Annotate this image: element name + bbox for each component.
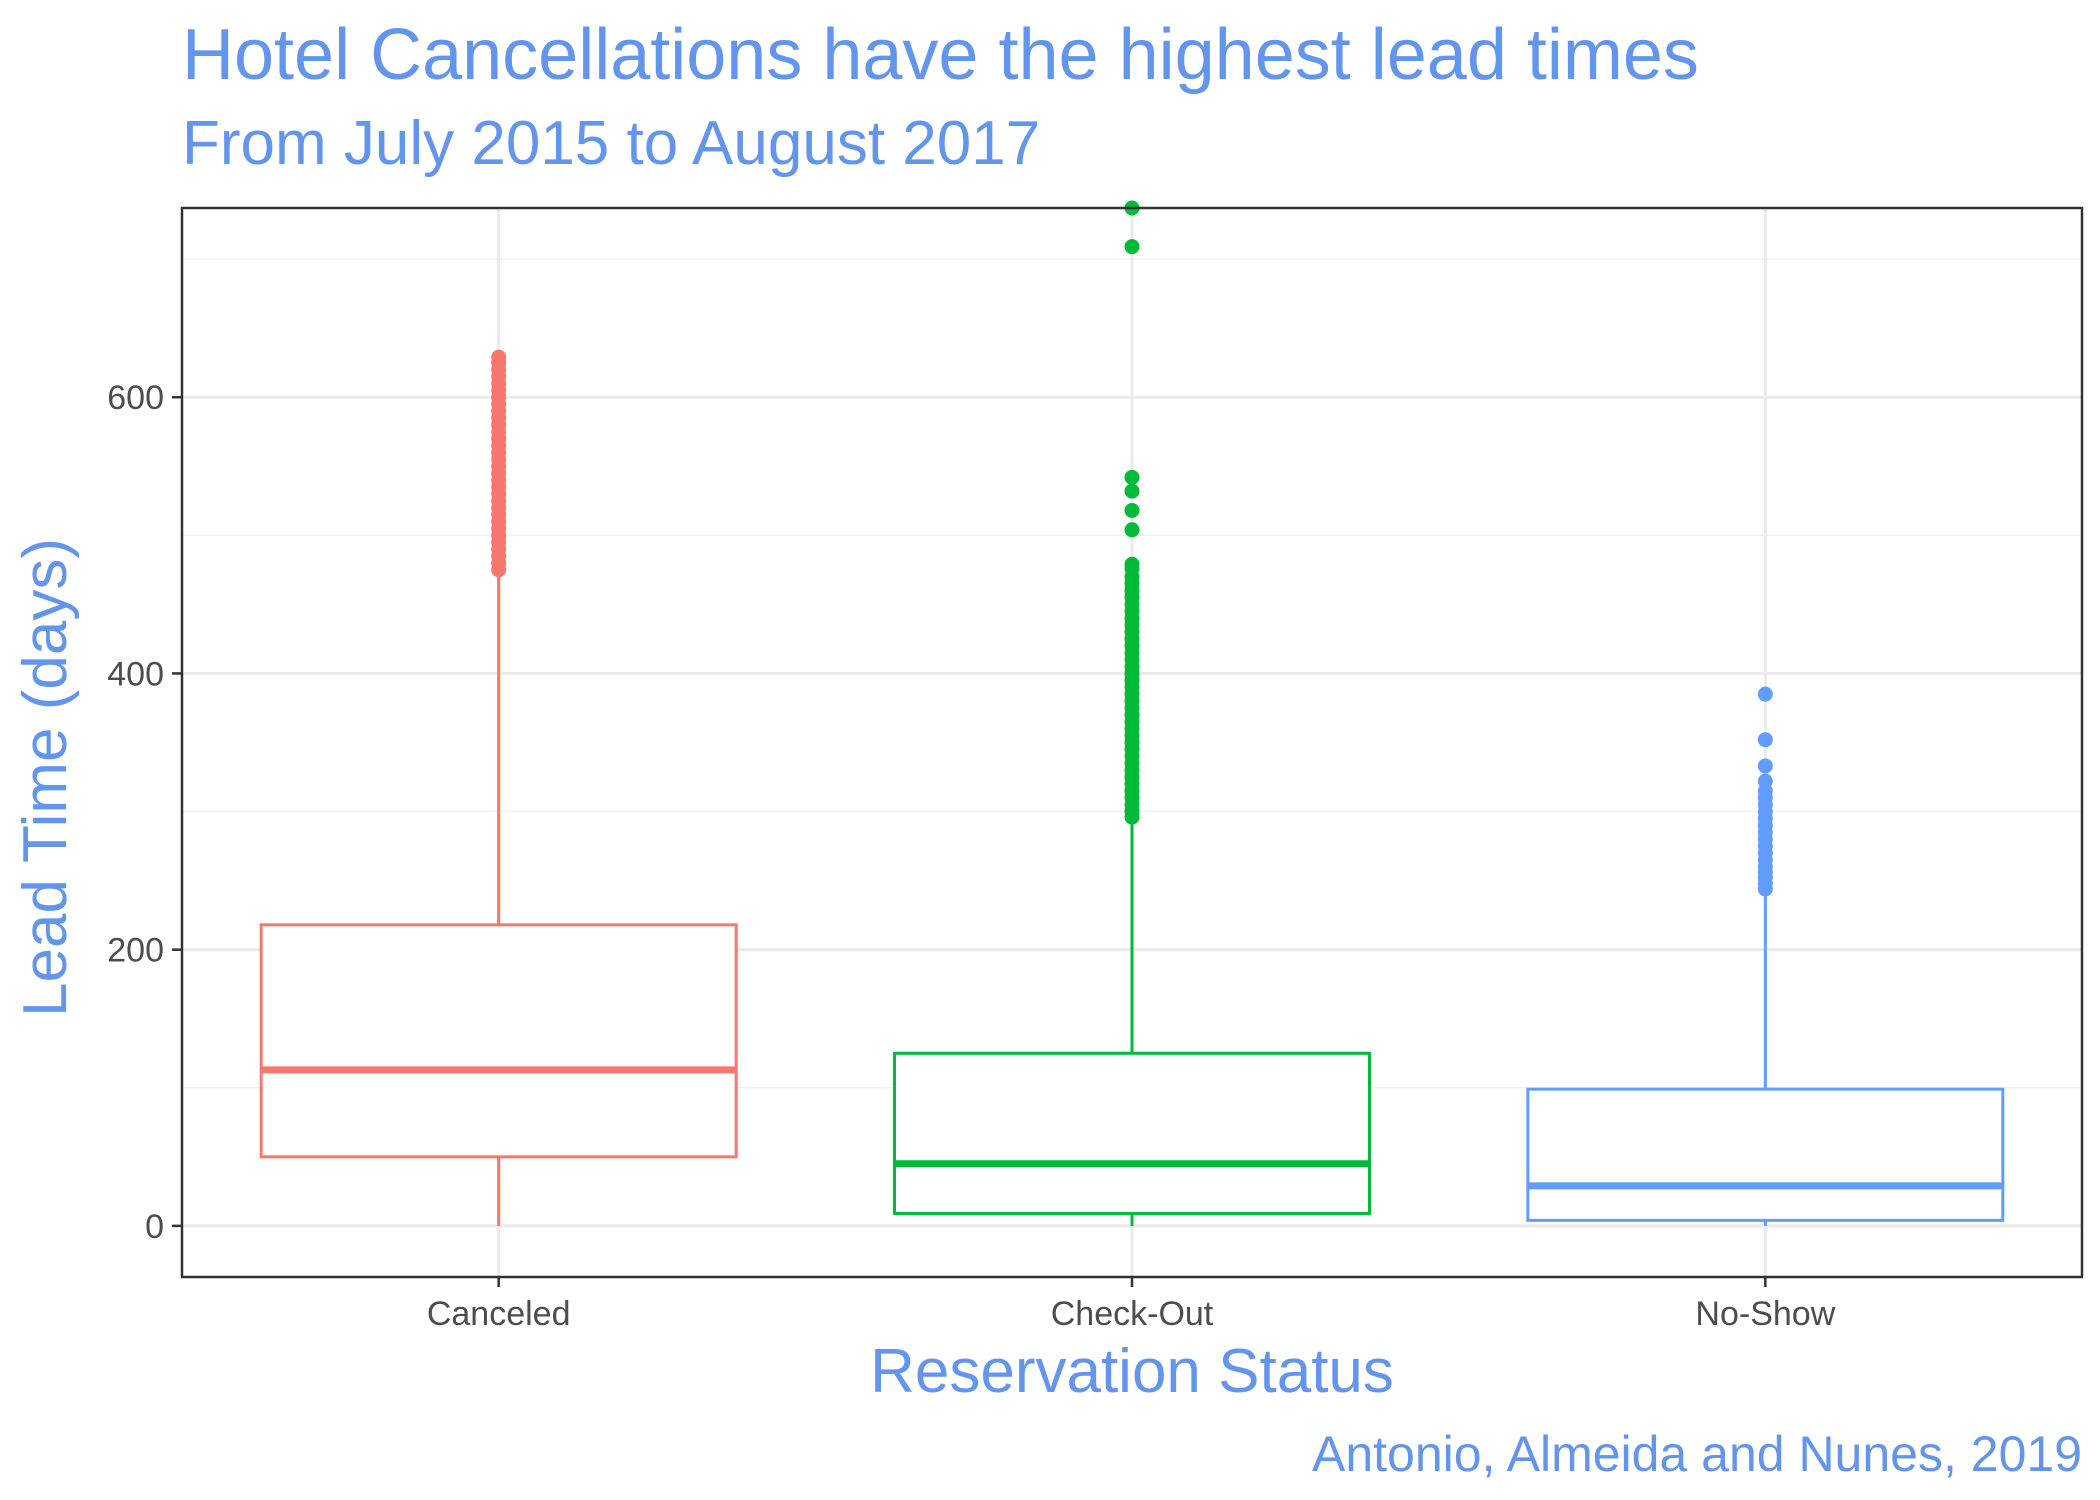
no-show-box — [1526, 1087, 2005, 1222]
check-out-outlier-point — [1124, 483, 1140, 499]
y-axis-title: Lead Time (days) — [11, 538, 80, 1017]
x-tick-label: Check-Out — [1051, 1295, 1214, 1333]
check-out-outlier-point — [1124, 522, 1140, 538]
x-tick-label: Canceled — [427, 1295, 571, 1333]
check-out-outlier-point — [1124, 469, 1140, 485]
check-out-outlier-point — [1124, 502, 1140, 518]
canceled-box — [259, 923, 738, 1159]
y-tick-label: 600 — [107, 379, 164, 417]
chart-subtitle: From July 2015 to August 2017 — [182, 109, 1041, 178]
y-tick-label: 200 — [107, 932, 164, 970]
x-tick-label: No-Show — [1695, 1295, 1835, 1333]
no-show-outlier-point — [1757, 758, 1773, 774]
x-axis-title: Reservation Status — [870, 1337, 1394, 1406]
y-tick-label: 400 — [107, 655, 164, 693]
canceled-outlier-point — [491, 349, 507, 365]
no-show-outlier-point — [1757, 732, 1773, 748]
check-out-outlier-point — [1124, 239, 1140, 255]
y-tick-label: 0 — [145, 1208, 164, 1246]
no-show-outlier-point — [1757, 686, 1773, 702]
check-out-box — [893, 1051, 1371, 1215]
chart-caption: Antonio, Almeida and Nunes, 2019 — [1312, 1426, 2082, 1482]
no-show-outlier-point — [1757, 773, 1773, 789]
check-out-outlier-point — [1124, 556, 1140, 572]
chart-title: Hotel Cancellations have the highest lea… — [182, 15, 1699, 95]
